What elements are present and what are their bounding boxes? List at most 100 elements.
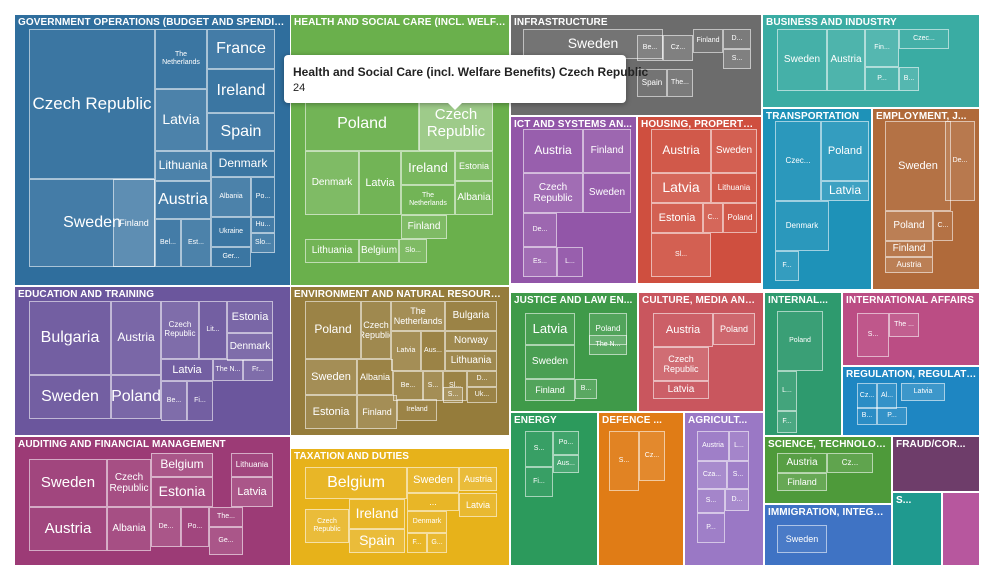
treemap-leaf[interactable]: Denmark	[227, 333, 273, 361]
treemap-leaf[interactable]: Poland	[713, 313, 755, 345]
treemap-leaf[interactable]: Albania	[357, 359, 393, 395]
treemap-group-block-24[interactable]	[942, 492, 980, 566]
treemap-leaf[interactable]: Sl...	[651, 233, 711, 277]
treemap-group-government-operations-budget-and-spending[interactable]: GOVERNMENT OPERATIONS (BUDGET AND SPENDI…	[14, 14, 291, 286]
treemap-leaf[interactable]: Austria	[777, 453, 827, 473]
treemap-leaf[interactable]: Po...	[181, 507, 209, 547]
treemap-leaf[interactable]: Estonia	[651, 203, 703, 233]
treemap-leaf[interactable]: Austria	[155, 181, 211, 219]
treemap-leaf[interactable]: Poland	[305, 301, 361, 359]
treemap-leaf[interactable]: Austria	[885, 257, 933, 273]
treemap-leaf[interactable]: Czech Republic	[161, 301, 199, 359]
treemap-leaf[interactable]: Est...	[181, 219, 211, 267]
treemap-leaf[interactable]: S...	[727, 461, 749, 489]
treemap-leaf[interactable]: S...	[723, 49, 751, 69]
treemap-leaf[interactable]: Po...	[251, 177, 275, 217]
treemap-leaf[interactable]: Be...	[637, 35, 663, 61]
treemap-leaf[interactable]: Estonia	[455, 151, 493, 181]
treemap-leaf[interactable]: Sweden	[29, 375, 111, 419]
treemap-leaf[interactable]: De...	[945, 121, 975, 201]
treemap-leaf[interactable]: Belgium	[359, 239, 399, 263]
treemap-leaf[interactable]: S...	[609, 431, 639, 491]
treemap-group-culture-media-and[interactable]: CULTURE, MEDIA AND ... Austria Poland Czech…	[638, 292, 764, 412]
treemap-leaf[interactable]: B...	[857, 407, 877, 425]
treemap-leaf[interactable]: Czec...	[899, 29, 949, 49]
treemap-leaf[interactable]: D...	[467, 371, 497, 387]
treemap-leaf[interactable]: D...	[725, 489, 749, 511]
treemap-leaf[interactable]: Austria	[651, 129, 711, 173]
treemap-leaf[interactable]: Cza...	[697, 461, 727, 489]
treemap-leaf[interactable]: F...	[407, 533, 427, 553]
treemap-leaf[interactable]: Latvia	[391, 331, 421, 371]
treemap-group-transportation[interactable]: TRANSPORTATION Czec... Poland Latvia Denmark…	[762, 108, 872, 290]
treemap-leaf[interactable]: Finland	[401, 215, 447, 239]
treemap-leaf[interactable]: Cz...	[857, 383, 877, 409]
treemap-leaf[interactable]: Latvia	[359, 151, 401, 215]
treemap-leaf[interactable]: Aus...	[553, 455, 579, 473]
treemap-group-environment-and-natural-resources[interactable]: ENVIRONMENT AND NATURAL RESOURCES Poland C…	[290, 286, 510, 436]
treemap-leaf[interactable]: Finland	[777, 473, 827, 491]
treemap-group-health-and-social-care-incl-welfare-benefits[interactable]: HEALTH AND SOCIAL CARE (INCL. WELFARE BE…	[290, 14, 510, 286]
treemap-leaf[interactable]: Czech Republic	[29, 29, 155, 179]
treemap-leaf[interactable]: Fin...	[865, 29, 899, 67]
treemap-leaf[interactable]: Sweden	[885, 121, 951, 211]
treemap-leaf[interactable]: Lithuania	[155, 151, 211, 181]
treemap-group-fraud-cor[interactable]: FRAUD/COR...	[892, 436, 980, 492]
treemap-leaf[interactable]: Po...	[553, 431, 579, 455]
treemap-leaf[interactable]: Al...	[877, 383, 897, 409]
treemap-group-business-and-industry[interactable]: BUSINESS AND INDUSTRY Sweden Austria Fin...…	[762, 14, 980, 108]
treemap-leaf[interactable]: F...	[777, 411, 797, 433]
treemap-leaf[interactable]: Estonia	[227, 301, 273, 333]
treemap-leaf[interactable]: Denmark	[407, 511, 447, 533]
treemap-leaf[interactable]: Czech Republic	[523, 173, 583, 213]
treemap-leaf[interactable]: Poland	[723, 203, 757, 233]
treemap-leaf[interactable]: Bel...	[155, 219, 181, 267]
treemap-group-education-and-training[interactable]: EDUCATION AND TRAINING Bulgaria Austria Cze…	[14, 286, 291, 436]
treemap-leaf[interactable]: Austria	[523, 129, 583, 173]
treemap-leaf[interactable]: Denmark	[305, 151, 359, 215]
treemap-leaf[interactable]: S...	[697, 489, 725, 513]
treemap-leaf[interactable]: Albania	[455, 181, 493, 215]
treemap-leaf[interactable]: Austria	[827, 29, 865, 91]
treemap-leaf[interactable]: Lithuania	[445, 351, 497, 371]
treemap-group-auditing-and-financial-management[interactable]: AUDITING AND FINANCIAL MANAGEMENT Sweden C…	[14, 436, 291, 566]
treemap-leaf[interactable]: ...	[407, 493, 459, 511]
treemap-leaf[interactable]: Finland	[693, 29, 723, 53]
treemap-leaf[interactable]: Austria	[459, 467, 497, 491]
treemap-leaf[interactable]: Czech Republic	[107, 459, 151, 507]
treemap-leaf[interactable]: Czec...	[775, 121, 821, 201]
treemap-leaf[interactable]: Spain	[207, 113, 275, 151]
treemap-leaf[interactable]: Sweden	[777, 525, 827, 553]
treemap-leaf[interactable]: Finland	[525, 379, 575, 401]
treemap-leaf[interactable]: S...	[423, 371, 443, 401]
treemap-leaf[interactable]: Ger...	[211, 247, 251, 267]
treemap-leaf[interactable]: De...	[523, 213, 557, 247]
treemap-leaf[interactable]: Finland	[113, 179, 155, 267]
treemap-leaf[interactable]: Denmark	[211, 151, 275, 177]
treemap-leaf[interactable]: Slo...	[251, 233, 275, 253]
treemap-leaf[interactable]: Cz...	[639, 431, 665, 481]
treemap-leaf[interactable]: P...	[877, 407, 907, 425]
treemap-leaf[interactable]: Austria	[111, 301, 161, 375]
treemap-leaf[interactable]: Sweden	[29, 459, 107, 507]
treemap-group-internal[interactable]: INTERNAL... Poland L... F...	[764, 292, 842, 436]
treemap-leaf[interactable]: Sweden	[711, 129, 757, 173]
treemap-leaf[interactable]: Czech Republic	[653, 347, 709, 381]
treemap-leaf[interactable]: The...	[667, 69, 693, 97]
treemap-leaf[interactable]: G...	[427, 533, 447, 553]
treemap-leaf[interactable]: Sl...	[443, 371, 467, 401]
treemap-leaf[interactable]: Sweden	[305, 359, 357, 395]
treemap-leaf[interactable]: Latvia	[901, 383, 945, 401]
treemap-leaf[interactable]: Ukraine	[211, 217, 251, 247]
treemap-leaf[interactable]: Ireland	[349, 499, 405, 529]
treemap-leaf[interactable]: Poland	[589, 313, 627, 345]
treemap-group-energy[interactable]: ENERGY S... Po... Aus... Fi...	[510, 412, 598, 566]
treemap-leaf[interactable]: Latvia	[651, 173, 711, 203]
treemap-leaf[interactable]: The Netherlands	[391, 301, 445, 331]
treemap-leaf[interactable]: The Netherlands	[155, 29, 207, 89]
treemap-leaf[interactable]: Lithuania	[711, 173, 757, 203]
treemap-leaf[interactable]: Denmark	[775, 201, 829, 251]
treemap-leaf[interactable]: Poland	[777, 311, 823, 371]
treemap-leaf[interactable]: P...	[697, 513, 725, 543]
treemap-leaf[interactable]: France	[207, 29, 275, 69]
